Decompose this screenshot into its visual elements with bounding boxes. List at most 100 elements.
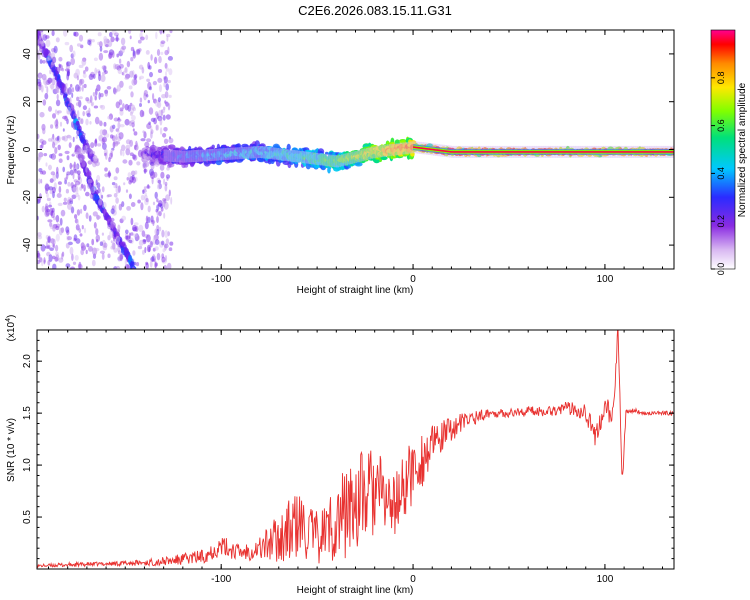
heatmap-cell bbox=[107, 194, 112, 198]
heatmap-cell bbox=[324, 154, 328, 166]
heatmap-cell bbox=[164, 183, 168, 192]
heatmap-cell bbox=[71, 164, 76, 168]
heatmap-cell bbox=[119, 124, 125, 128]
heatmap-cell bbox=[38, 178, 41, 185]
heatmap-cell bbox=[398, 142, 401, 155]
heatmap-cell bbox=[105, 133, 110, 138]
heatmap-cell bbox=[59, 64, 63, 71]
heatmap-cell bbox=[47, 219, 53, 223]
heatmap-cell bbox=[103, 35, 108, 42]
heatmap-cell bbox=[156, 183, 162, 190]
heatmap-cell bbox=[63, 197, 67, 202]
heatmap-cell bbox=[211, 144, 215, 149]
heatmap-cell bbox=[179, 150, 183, 163]
heatmap-cell bbox=[154, 111, 159, 117]
heatmap-cell bbox=[39, 111, 45, 118]
heatmap-cell bbox=[160, 51, 164, 56]
heatmap-cell bbox=[169, 162, 173, 168]
heatmap-cell bbox=[104, 173, 109, 178]
heatmap-cell bbox=[91, 238, 95, 246]
heatmap-cell bbox=[110, 208, 115, 215]
heatmap-cell bbox=[393, 143, 397, 156]
heatmap-cell bbox=[260, 146, 263, 158]
heatmap-cell bbox=[151, 255, 155, 262]
heatmap-cell bbox=[39, 35, 42, 40]
heatmap-cell bbox=[119, 107, 124, 112]
heatmap-cell bbox=[172, 150, 176, 162]
heatmap-cell bbox=[97, 41, 101, 46]
heatmap-cell bbox=[315, 152, 319, 165]
heatmap-cell bbox=[55, 99, 61, 107]
heatmap-cell bbox=[54, 147, 58, 154]
heatmap-cell bbox=[69, 97, 72, 104]
heatmap-cell bbox=[152, 93, 155, 101]
heatmap-cell bbox=[101, 252, 105, 260]
y-tick-label: 0 bbox=[22, 146, 33, 152]
heatmap-cell bbox=[164, 230, 169, 238]
heatmap-cell bbox=[157, 97, 161, 103]
heatmap-cell bbox=[85, 97, 90, 102]
heatmap-cell bbox=[145, 34, 149, 41]
heatmap-cell bbox=[405, 142, 408, 155]
heatmap-cell bbox=[159, 164, 165, 171]
heatmap-cell bbox=[72, 50, 76, 58]
heatmap-cell bbox=[146, 138, 152, 143]
y-tick-label: 0.5 bbox=[22, 510, 33, 524]
heatmap-cell bbox=[389, 144, 392, 157]
heatmap-cell bbox=[126, 177, 130, 181]
heatmap-cell bbox=[113, 117, 119, 122]
heatmap-cell bbox=[161, 229, 165, 238]
heatmap-cell bbox=[138, 224, 144, 232]
heatmap-cell bbox=[163, 76, 168, 84]
heatmap-cell bbox=[359, 149, 362, 162]
heatmap-cell bbox=[159, 117, 163, 126]
heatmap-cell bbox=[152, 80, 157, 86]
heatmap-cell bbox=[67, 202, 72, 210]
heatmap-cell bbox=[106, 86, 112, 90]
heatmap-cell bbox=[121, 215, 127, 221]
heatmap-cell bbox=[52, 255, 56, 260]
heatmap-cell bbox=[130, 217, 134, 226]
heatmap-cell bbox=[115, 197, 119, 204]
heatmap-cell bbox=[278, 148, 282, 161]
heatmap-cell bbox=[69, 44, 74, 53]
heatmap-cell bbox=[255, 146, 259, 159]
heatmap-cell bbox=[347, 152, 351, 165]
y-tick-label: -40 bbox=[22, 237, 33, 252]
heatmap-cell bbox=[145, 50, 150, 55]
heatmap-cell bbox=[168, 189, 171, 197]
heatmap-cell bbox=[70, 182, 74, 189]
heatmap-cell bbox=[157, 179, 162, 184]
heatmap-cell bbox=[67, 236, 72, 241]
heatmap-cell bbox=[354, 150, 358, 163]
heatmap-cell bbox=[112, 124, 116, 129]
heatmap-cell bbox=[124, 258, 128, 266]
svg-text:(x104): (x104) bbox=[5, 315, 17, 342]
heatmap-cell bbox=[168, 68, 173, 76]
heatmap-cell bbox=[84, 66, 89, 72]
heatmap-cell bbox=[133, 131, 138, 136]
heatmap-cell bbox=[98, 70, 101, 77]
heatmap-cell bbox=[88, 215, 92, 222]
heatmap-cell bbox=[132, 128, 135, 132]
heatmap-cell bbox=[184, 150, 187, 163]
heatmap-cell bbox=[94, 247, 100, 252]
colorbar-gradient bbox=[710, 29, 736, 270]
heatmap-cell bbox=[46, 241, 48, 247]
spectrogram-xlabel: Height of straight line (km) bbox=[297, 285, 414, 296]
x-tick-label: 100 bbox=[597, 574, 614, 585]
heatmap-cell bbox=[37, 81, 41, 87]
heatmap-cell bbox=[72, 152, 78, 156]
colorbar-tick-label: 0.6 bbox=[716, 119, 726, 132]
heatmap-cell bbox=[80, 249, 84, 256]
heatmap-cell bbox=[73, 31, 79, 37]
heatmap-cell bbox=[148, 107, 154, 115]
heatmap-cell bbox=[143, 186, 147, 191]
heatmap-cell bbox=[169, 241, 174, 246]
heatmap-cell bbox=[79, 96, 83, 100]
heatmap-cell bbox=[200, 149, 203, 162]
heatmap-cell bbox=[151, 146, 155, 152]
heatmap-cell bbox=[128, 159, 133, 166]
heatmap-cell bbox=[71, 87, 75, 93]
heatmap-cell bbox=[57, 181, 62, 185]
